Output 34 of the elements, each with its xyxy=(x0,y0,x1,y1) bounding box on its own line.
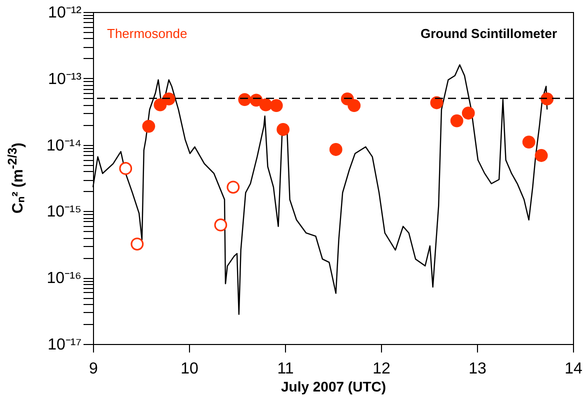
point xyxy=(259,98,272,112)
point xyxy=(276,123,290,136)
text: Ground Scintillometer xyxy=(420,26,557,41)
point xyxy=(238,93,252,106)
x-tick-label: 12 xyxy=(372,360,390,378)
x-tick-label: 14 xyxy=(564,360,582,378)
point xyxy=(154,98,167,112)
point xyxy=(270,99,283,112)
point xyxy=(130,238,144,250)
y-tick-label: 10⁻¹² xyxy=(48,4,82,22)
x-tick-label: 10 xyxy=(180,360,198,378)
y-tick-label: 10⁻¹³ xyxy=(48,70,82,88)
y-tick-label: 10⁻¹⁷ xyxy=(48,336,82,354)
point xyxy=(534,149,548,162)
point xyxy=(430,96,444,110)
point xyxy=(450,114,464,128)
x-tick-label: 9 xyxy=(89,360,98,378)
point xyxy=(329,143,342,156)
text: Thermosonde xyxy=(107,26,188,41)
y-tick-label: 10⁻¹⁴ xyxy=(46,137,82,154)
point xyxy=(462,106,475,120)
point xyxy=(226,180,240,194)
point xyxy=(522,136,536,148)
x-tick-label: 11 xyxy=(277,360,294,378)
point xyxy=(162,92,176,106)
point xyxy=(214,218,228,232)
point xyxy=(348,99,361,112)
x-tick-label: 13 xyxy=(468,360,486,378)
point xyxy=(119,162,132,175)
point xyxy=(142,120,156,133)
point xyxy=(540,92,554,106)
x-axis-title: July 2007 (UTC) xyxy=(280,378,386,394)
y-tick-label: 10⁻¹⁶ xyxy=(46,270,82,288)
y-tick-label: 10⁻¹⁵ xyxy=(46,204,82,221)
